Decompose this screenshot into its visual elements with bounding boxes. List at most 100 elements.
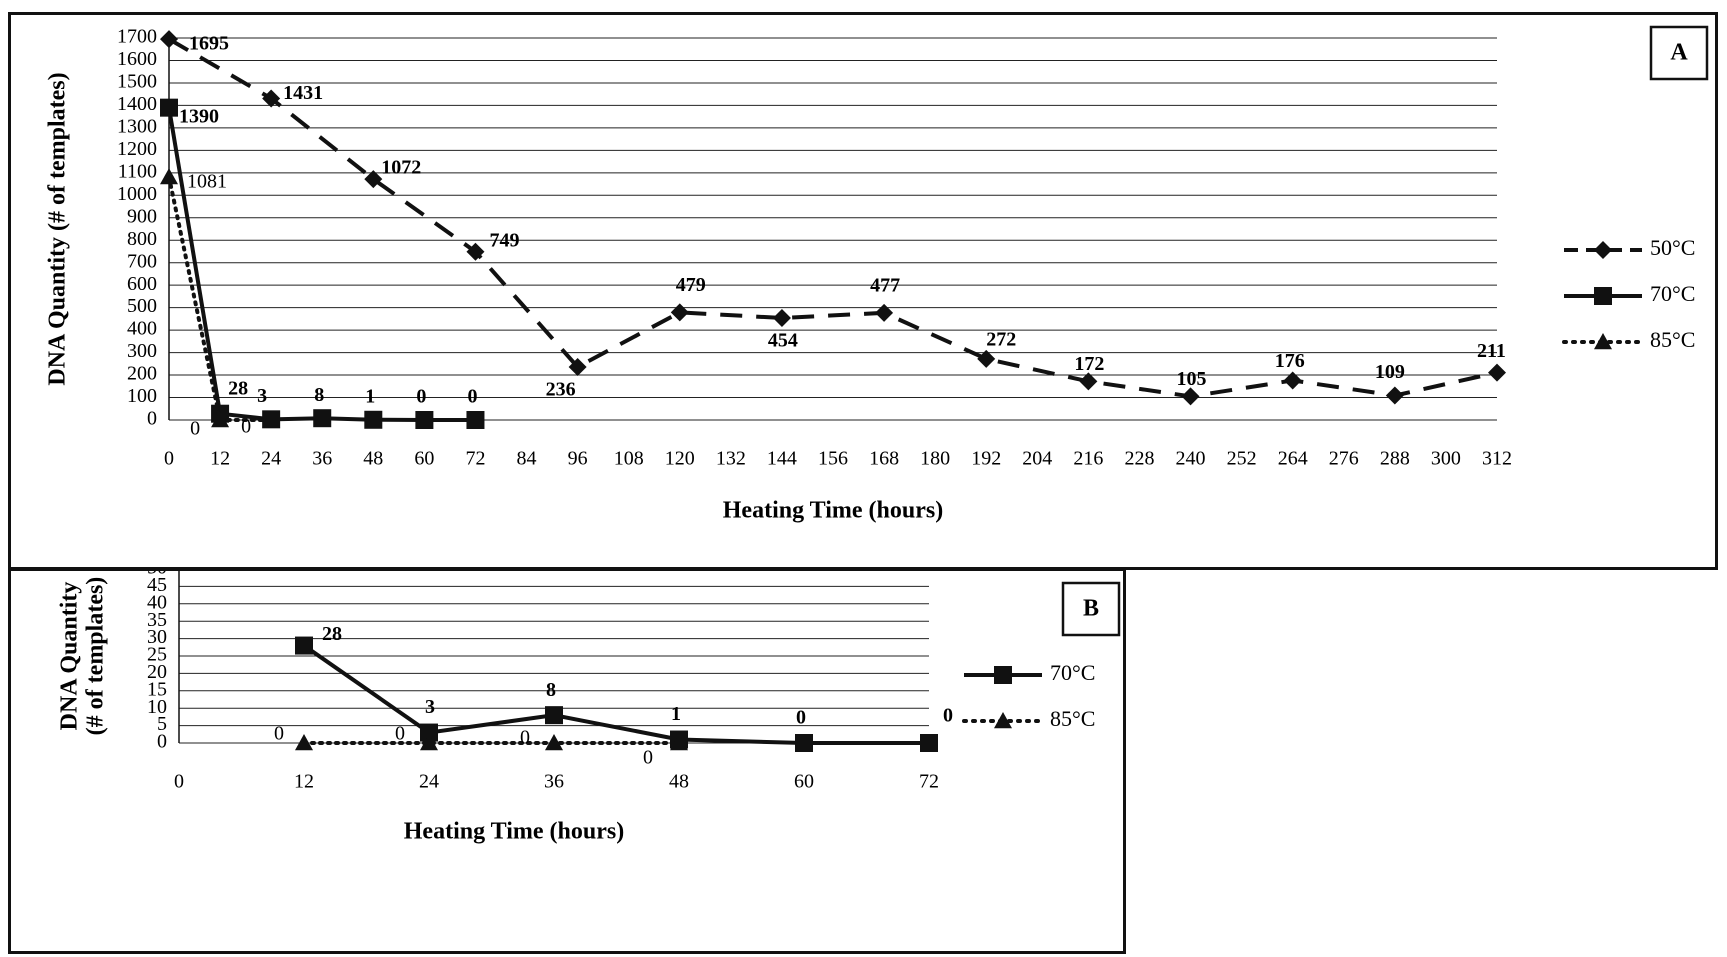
data-label: 272	[986, 328, 1016, 350]
y-axis-title: DNA Quantity (# of templates)	[45, 72, 71, 385]
x-tick-label: 216	[1073, 448, 1103, 470]
x-tick-label: 0	[164, 448, 174, 470]
data-label: 454	[768, 330, 798, 352]
data-point	[1181, 387, 1200, 406]
x-tick-label: 252	[1227, 448, 1257, 470]
x-tick-label: 72	[465, 448, 485, 470]
data-label: 1390	[179, 105, 219, 127]
y-tick-label: 1000	[117, 183, 157, 205]
data-point	[466, 242, 485, 261]
data-point	[160, 30, 178, 49]
x-tick-label: 168	[869, 448, 899, 470]
panel-label: A	[1649, 25, 1709, 81]
data-label: 0	[190, 418, 200, 440]
legend-entry: 70°C	[964, 660, 1095, 685]
data-label: 1	[365, 385, 375, 407]
y-tick-label: 1700	[117, 26, 157, 48]
data-point	[875, 303, 894, 322]
y-tick-label: 35	[147, 609, 167, 631]
data-label: 28	[228, 377, 248, 399]
data-label: 1695	[189, 33, 229, 55]
x-tick-label: 300	[1431, 448, 1461, 470]
chart-b-svg: 051015202530354045500122436486072Heating…	[57, 557, 1121, 845]
data-label: 28	[322, 623, 342, 645]
x-tick-label: 48	[363, 448, 383, 470]
panel-label: B	[1061, 581, 1121, 637]
data-point	[795, 734, 813, 752]
data-label: 749	[489, 229, 519, 251]
data-point	[420, 723, 438, 742]
y-tick-label: 5	[157, 713, 167, 735]
chart-b-plot: 051015202530354045500122436486072Heating…	[57, 557, 1121, 845]
data-label: 105	[1177, 368, 1207, 390]
data-label: 1072	[381, 157, 421, 179]
data-label: 1081	[187, 171, 227, 193]
data-label: 3	[257, 385, 267, 407]
x-tick-label: 12	[294, 771, 314, 793]
data-point	[262, 411, 281, 428]
data-point	[415, 411, 434, 429]
legend-marker	[994, 712, 1012, 729]
y-tick-label: 1200	[117, 138, 157, 160]
data-point	[1283, 371, 1302, 390]
legend-marker	[1594, 241, 1612, 259]
data-point	[670, 734, 688, 751]
data-point	[1079, 372, 1098, 391]
data-point	[364, 170, 383, 189]
y-tick-label: 1600	[117, 48, 157, 70]
x-tick-label: 48	[669, 771, 689, 793]
x-tick-label: 0	[174, 771, 184, 793]
legend-entry: 85°C	[1562, 327, 1695, 352]
series-85c: 0 0 0 0	[274, 723, 688, 769]
data-label: 8	[314, 384, 324, 406]
data-label: 0	[796, 707, 806, 729]
series-line	[167, 37, 1498, 399]
x-tick-label: 12	[210, 448, 230, 470]
y-tick-label: 900	[127, 205, 157, 227]
legend-marker	[1594, 333, 1612, 350]
y-tick-label: 10	[147, 696, 167, 718]
data-label: 0	[241, 416, 251, 438]
data-point	[1488, 363, 1506, 382]
data-point	[160, 98, 178, 117]
legend-marker	[994, 666, 1012, 684]
x-tick-label: 60	[794, 771, 814, 793]
data-label: 0	[943, 705, 953, 727]
y-tick-label: 0	[147, 408, 157, 430]
legend-marker	[1594, 287, 1612, 305]
x-tick-label: 84	[517, 448, 537, 470]
data-label: 8	[546, 679, 556, 701]
x-tick-label: 72	[919, 771, 939, 793]
series-50c: 1695 1431 1072 749 236 479 454 477 272 172 105 176 1…	[160, 30, 1506, 406]
data-point	[1385, 386, 1404, 405]
legend-entry: 70°C	[1564, 281, 1695, 306]
data-point	[295, 734, 313, 751]
data-label: 211	[1477, 340, 1506, 362]
y-tick-label: 1400	[117, 93, 157, 115]
data-label: 0	[520, 727, 530, 749]
legend-label: 85°C	[1050, 706, 1095, 731]
series-line	[167, 107, 476, 422]
y-tick-label: 200	[127, 363, 157, 385]
x-tick-label: 144	[767, 448, 797, 470]
x-tick-label: 108	[614, 448, 644, 470]
y-tick-label: 40	[147, 591, 167, 613]
data-point	[920, 734, 938, 752]
x-axis-title: Heating Time (hours)	[723, 498, 943, 524]
y-tick-label: 800	[127, 228, 157, 250]
series-line	[302, 643, 929, 745]
chart-a-svg: 0100200300400500600700800900100011001200…	[45, 25, 1709, 524]
data-point	[568, 357, 587, 376]
y-tick-label: 20	[147, 661, 167, 683]
y-tick-label: 15	[147, 678, 167, 700]
y-tick-label: 0	[157, 731, 167, 753]
y-tick-label: 1500	[117, 71, 157, 93]
chart-panel-b: 051015202530354045500122436486072Heating…	[8, 557, 1126, 954]
y-tick-label: 100	[127, 385, 157, 407]
y-tick-label: 300	[127, 340, 157, 362]
series-line	[167, 175, 274, 422]
legend-label: 70°C	[1650, 281, 1695, 306]
data-label: 477	[870, 274, 900, 296]
chart-panel-a: 0 100 200 300 400 500 600 700 800 900 1000 1100 1200…	[8, 12, 1718, 570]
data-point	[313, 409, 332, 428]
